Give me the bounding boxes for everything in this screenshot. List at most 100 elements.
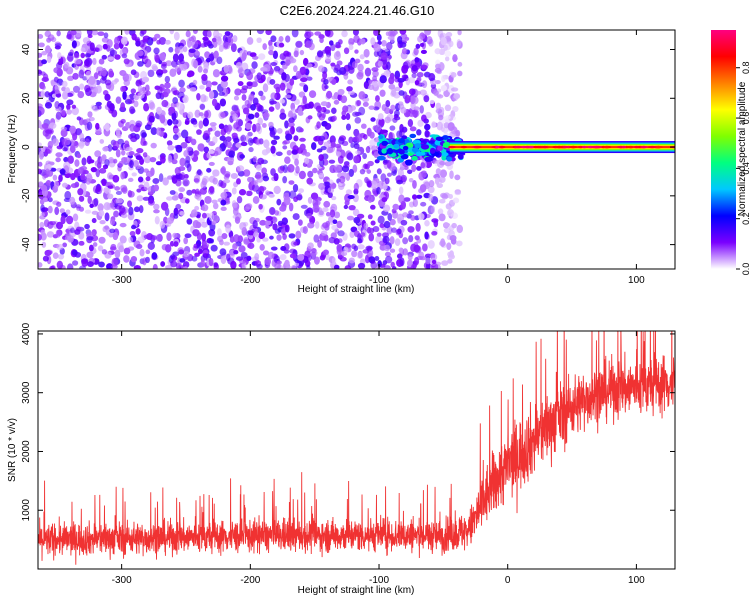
spectrogram-cell <box>182 250 190 257</box>
spectrogram-cell <box>118 205 126 214</box>
spectrogram-cell <box>179 210 185 216</box>
spectrogram-cell <box>108 232 114 238</box>
spectrogram-cell <box>414 143 422 149</box>
spectrogram-cell <box>383 220 391 229</box>
spectrogram-cell <box>424 111 432 119</box>
spectrogram-cell <box>54 83 61 92</box>
spectrogram-cell <box>450 212 459 219</box>
spectrogram-cell <box>152 263 158 269</box>
spectrogram-cell <box>351 250 358 258</box>
spectrogram-cell <box>257 157 265 165</box>
spectrogram-cell <box>195 221 202 229</box>
spectrogram-cell <box>392 203 400 210</box>
spectrogram-cell <box>179 157 186 167</box>
spectrogram-cell <box>208 161 215 166</box>
spectrogram-cell <box>325 55 332 62</box>
spectrogram-cell <box>52 174 58 181</box>
spectrogram-cell <box>246 37 254 45</box>
spectrogram-cell <box>102 43 109 50</box>
spectrogram-x-tick-label: -300 <box>112 275 132 286</box>
spectrogram-cell <box>97 203 104 212</box>
spectrogram-cell <box>279 254 287 261</box>
spectrogram-cell <box>265 219 272 226</box>
spectrogram-cell <box>38 150 44 160</box>
spectrogram-cell <box>348 44 354 51</box>
spectrogram-cell <box>129 123 136 132</box>
spectrogram-cell <box>44 91 50 98</box>
spectrogram-cell <box>90 235 99 242</box>
spectrogram-cell <box>212 136 218 144</box>
spectrogram-cell <box>81 258 89 267</box>
spectrogram-frame <box>37 29 676 270</box>
spectrogram-cell <box>256 30 265 35</box>
spectrogram-cell <box>352 30 360 36</box>
spectrogram-cell <box>133 264 141 269</box>
spectrogram-cell <box>360 38 366 45</box>
spectrogram-cell <box>90 166 97 173</box>
spectrogram-cell <box>111 109 118 118</box>
spectrogram-cell <box>98 209 105 217</box>
spectrogram-cell <box>240 251 248 259</box>
spectrogram-cell <box>457 61 463 67</box>
spectrogram-cell <box>78 206 85 212</box>
spectrogram-cell <box>251 61 258 69</box>
spectrogram-cell <box>230 43 237 53</box>
spectrogram-cell <box>302 57 309 67</box>
spectrogram-cell <box>289 248 297 254</box>
spectrogram-cell <box>306 76 313 81</box>
spectrogram-cell <box>245 203 253 210</box>
spectrogram-cell <box>53 180 60 189</box>
spectrogram-cell <box>170 260 178 268</box>
spectrogram-cell <box>104 79 112 86</box>
spectrogram-cell <box>400 219 408 226</box>
spectrogram-cell <box>447 122 455 131</box>
spectrogram-cell <box>156 39 161 45</box>
spectrogram-cell <box>102 146 109 152</box>
spectrogram-x-axis-label: Height of straight line (km) <box>298 284 415 295</box>
spectrogram-cell <box>270 62 278 67</box>
spectrogram-cell <box>263 139 270 149</box>
spectrogram-cell <box>232 35 238 43</box>
spectrogram-cell <box>101 54 108 60</box>
spectrogram-cell <box>136 164 142 170</box>
spectrogram-cell <box>303 157 310 164</box>
spectrogram-cell <box>384 251 391 257</box>
spectrogram-cell <box>448 40 454 48</box>
spectrogram-cell <box>120 102 126 111</box>
spectrogram-cell <box>180 171 186 181</box>
spectrogram-cell <box>367 214 373 220</box>
spectrogram-cell <box>450 72 457 78</box>
spectrogram-cell <box>382 182 388 190</box>
spectrogram-cell <box>240 134 246 143</box>
spectrogram-cell <box>362 101 369 107</box>
spectrogram-cell <box>349 105 357 111</box>
spectrogram-cell <box>265 190 270 196</box>
spectrogram-cell <box>268 45 274 51</box>
spectrogram-cell <box>424 219 430 227</box>
spectrogram-cell <box>252 220 258 229</box>
spectrogram-cell <box>376 186 381 195</box>
spectrogram-cell <box>221 75 229 82</box>
spectrogram-cell <box>383 265 391 269</box>
spectrogram-cell <box>306 177 314 185</box>
spectrogram-cell <box>108 68 114 78</box>
spectrogram-cell <box>256 263 263 269</box>
spectrogram-cell <box>79 132 85 141</box>
spectrogram-cell <box>208 186 215 192</box>
spectrogram-cell <box>121 156 128 163</box>
snr-x-ticks: -300 -200 -100 0 100 <box>112 331 645 586</box>
spectrogram-cell <box>122 71 127 78</box>
spectrogram-cell <box>109 218 116 226</box>
spectrogram-cell <box>398 194 405 204</box>
spectrogram-cell <box>38 33 44 39</box>
spectrogram-cell <box>60 128 68 138</box>
spectrogram-cell <box>421 64 428 70</box>
spectrogram-cell <box>370 220 376 226</box>
spectrogram-cell <box>289 78 295 86</box>
spectrogram-cell <box>86 261 94 267</box>
spectrogram-cell <box>218 123 225 130</box>
spectrogram-cell <box>299 127 304 133</box>
spectrogram-cell <box>289 94 297 102</box>
spectrogram-cell <box>201 204 209 212</box>
